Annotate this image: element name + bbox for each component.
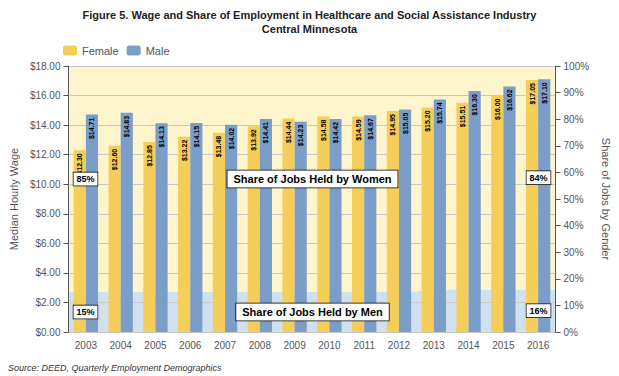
svg-text:$8.00: $8.00	[35, 208, 60, 219]
svg-text:2007: 2007	[214, 340, 237, 351]
svg-text:$14.95: $14.95	[389, 114, 397, 136]
svg-text:$18.00: $18.00	[30, 61, 61, 72]
svg-text:Source: DEED, Quarterly Employ: Source: DEED, Quarterly Employment Demog…	[8, 363, 222, 373]
svg-text:$13.22: $13.22	[181, 140, 189, 162]
svg-text:$14.42: $14.42	[332, 122, 340, 144]
svg-text:$16.00: $16.00	[30, 90, 61, 101]
svg-text:Median Hourly Wage: Median Hourly Wage	[8, 148, 20, 250]
svg-text:80%: 80%	[564, 114, 584, 125]
svg-text:2013: 2013	[423, 340, 446, 351]
svg-text:$4.00: $4.00	[35, 267, 60, 278]
svg-text:30%: 30%	[564, 247, 584, 258]
svg-text:$14.59: $14.59	[355, 119, 363, 141]
svg-text:2011: 2011	[353, 340, 375, 351]
svg-text:Share of Jobs Held by Women: Share of Jobs Held by Women	[233, 173, 391, 185]
svg-text:$17.10: $17.10	[541, 82, 549, 104]
svg-text:2012: 2012	[388, 340, 411, 351]
svg-text:$14.67: $14.67	[367, 118, 375, 140]
svg-text:70%: 70%	[564, 140, 584, 151]
svg-text:$14.15: $14.15	[193, 126, 201, 148]
svg-text:$15.74: $15.74	[436, 102, 444, 124]
svg-text:20%: 20%	[564, 273, 584, 284]
svg-text:$14.83: $14.83	[123, 116, 131, 138]
svg-text:$16.00: $16.00	[494, 98, 502, 120]
svg-text:$16.30: $16.30	[471, 94, 479, 116]
svg-text:$16.62: $16.62	[506, 89, 514, 111]
svg-text:Share of Jobs by Gender: Share of Jobs by Gender	[600, 138, 612, 261]
svg-text:$13.92: $13.92	[250, 129, 258, 151]
svg-text:$12.00: $12.00	[30, 149, 61, 160]
svg-text:$0.00: $0.00	[35, 327, 60, 338]
svg-text:2008: 2008	[249, 340, 272, 351]
svg-text:$14.23: $14.23	[297, 125, 305, 147]
svg-text:2010: 2010	[318, 340, 341, 351]
svg-text:$14.00: $14.00	[30, 120, 61, 131]
svg-text:0%: 0%	[564, 327, 579, 338]
svg-text:40%: 40%	[564, 220, 584, 231]
svg-text:Central Minnesota: Central Minnesota	[262, 23, 358, 35]
svg-text:Male: Male	[146, 45, 170, 57]
svg-text:$14.58: $14.58	[320, 119, 328, 141]
svg-text:84%: 84%	[530, 173, 548, 183]
svg-text:Share of Jobs Held by Men: Share of Jobs Held by Men	[242, 306, 383, 318]
svg-text:2009: 2009	[283, 340, 306, 351]
svg-text:2005: 2005	[144, 340, 167, 351]
svg-text:Female: Female	[82, 45, 119, 57]
svg-text:Figure 5. Wage and Share of Em: Figure 5. Wage and Share of Employment i…	[83, 9, 538, 21]
svg-text:85%: 85%	[76, 174, 94, 184]
svg-text:$14.71: $14.71	[88, 118, 96, 140]
svg-text:2006: 2006	[179, 340, 202, 351]
svg-text:$6.00: $6.00	[35, 238, 60, 249]
svg-text:$13.48: $13.48	[215, 136, 223, 158]
svg-text:$2.00: $2.00	[35, 297, 60, 308]
svg-text:2003: 2003	[75, 340, 98, 351]
svg-text:2016: 2016	[527, 340, 550, 351]
svg-text:100%: 100%	[564, 61, 590, 72]
svg-text:$10.00: $10.00	[30, 179, 61, 190]
svg-text:50%: 50%	[564, 194, 584, 205]
svg-text:$17.05: $17.05	[529, 83, 537, 105]
svg-text:16%: 16%	[530, 306, 548, 316]
svg-text:$12.30: $12.30	[76, 153, 84, 175]
svg-text:$12.60: $12.60	[111, 149, 119, 171]
svg-text:$14.44: $14.44	[285, 122, 293, 144]
svg-text:$15.20: $15.20	[424, 110, 432, 132]
svg-text:2014: 2014	[457, 340, 480, 351]
svg-text:$12.85: $12.85	[146, 145, 154, 167]
svg-text:15%: 15%	[76, 307, 94, 317]
svg-text:60%: 60%	[564, 167, 584, 178]
svg-text:2015: 2015	[492, 340, 515, 351]
svg-text:$15.05: $15.05	[402, 112, 410, 134]
svg-text:$14.13: $14.13	[158, 126, 166, 148]
svg-text:2004: 2004	[110, 340, 133, 351]
svg-text:90%: 90%	[564, 87, 584, 98]
svg-text:10%: 10%	[564, 300, 584, 311]
svg-text:$14.41: $14.41	[262, 122, 270, 144]
svg-text:$15.51: $15.51	[459, 106, 467, 128]
svg-text:$14.02: $14.02	[228, 128, 236, 150]
